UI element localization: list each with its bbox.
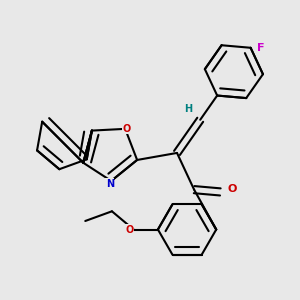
Text: H: H — [184, 104, 193, 114]
Text: F: F — [256, 43, 264, 53]
Text: O: O — [122, 124, 131, 134]
Text: O: O — [125, 224, 133, 235]
Text: N: N — [106, 179, 114, 189]
Text: O: O — [228, 184, 237, 194]
